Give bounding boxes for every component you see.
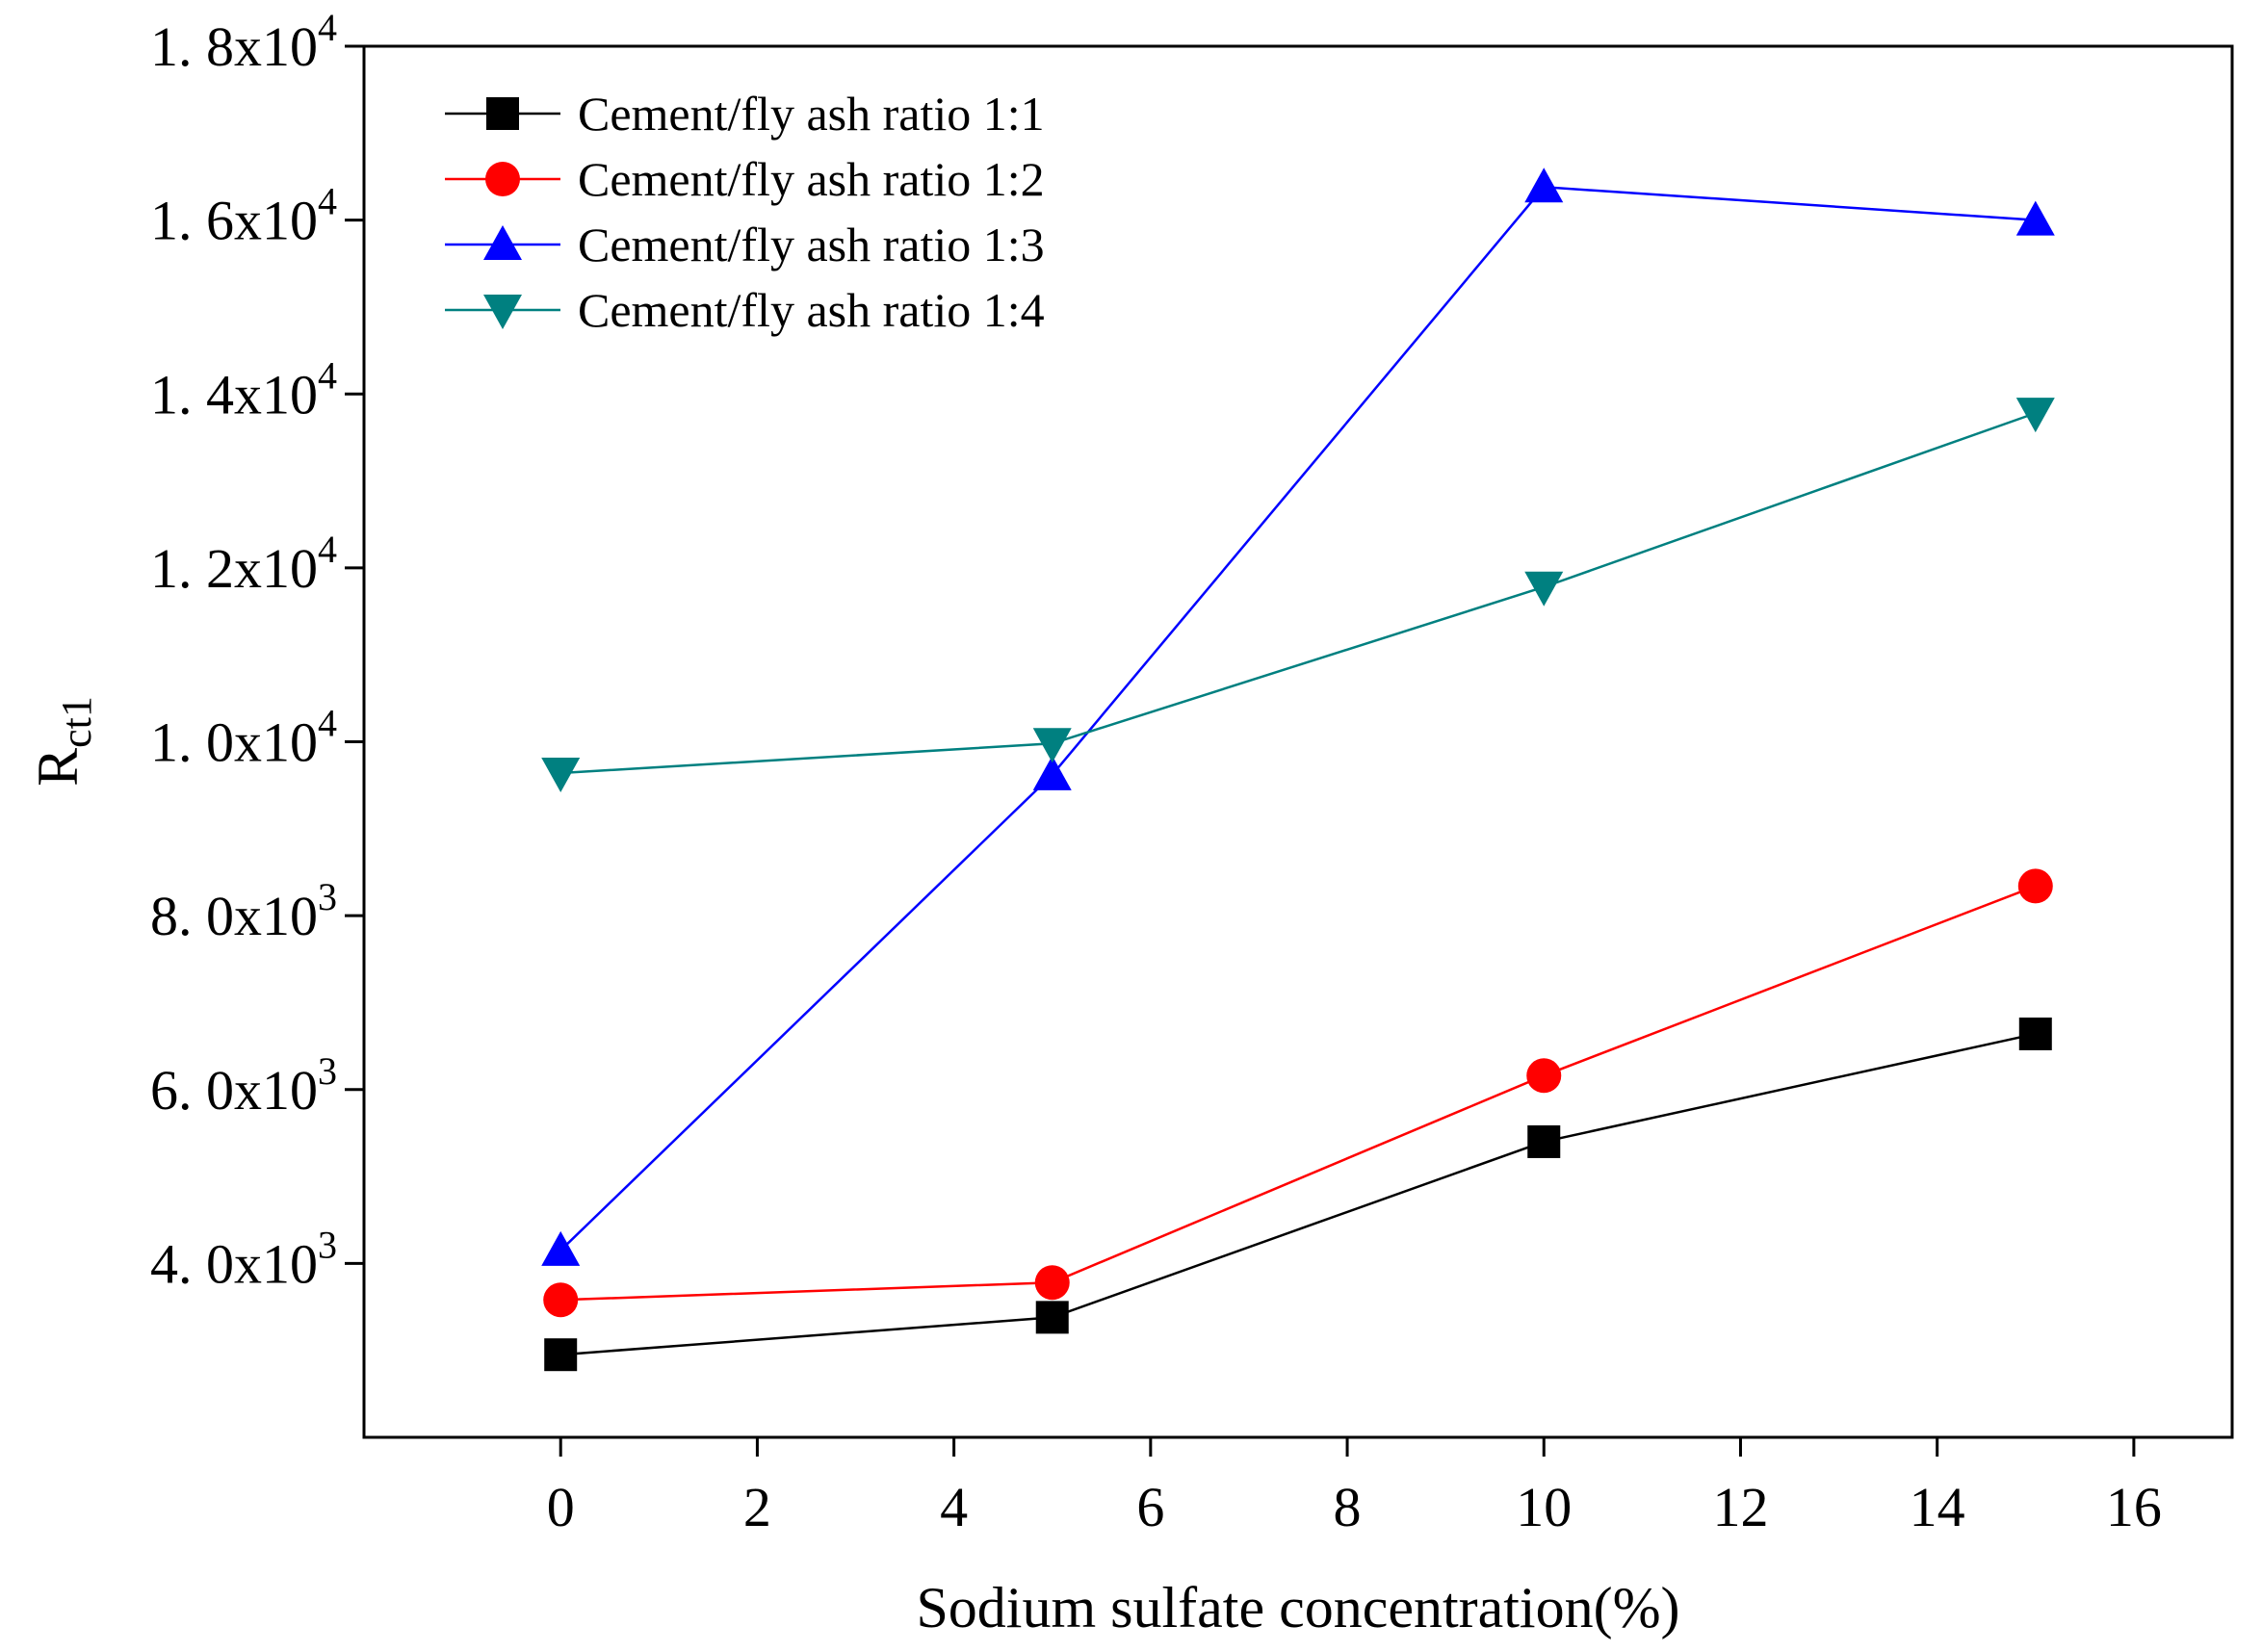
x-tick-label: 16 bbox=[2106, 1476, 2162, 1538]
y-tick-exponent: 4 bbox=[318, 180, 337, 223]
y-tick-label: 1. 8x104 bbox=[150, 6, 337, 78]
y-tick-label: 6. 0x103 bbox=[150, 1049, 337, 1122]
y-tick-exponent: 4 bbox=[318, 528, 337, 571]
y-tick-label: 1. 4x104 bbox=[150, 353, 337, 426]
y-tick-mantissa: 1. 4x10 bbox=[150, 363, 318, 426]
y-tick-label: 1. 2x104 bbox=[150, 528, 337, 600]
series-line bbox=[559, 186, 2036, 1252]
series-1 bbox=[544, 1017, 2052, 1372]
data-point bbox=[1524, 168, 1564, 203]
x-tick-label: 4 bbox=[940, 1476, 968, 1538]
series-3 bbox=[541, 168, 2055, 1266]
y-tick-label: 4. 0x103 bbox=[150, 1223, 337, 1295]
y-axis-title-subscript: ct1 bbox=[53, 696, 100, 748]
y-tick-mantissa: 6. 0x10 bbox=[150, 1059, 318, 1122]
y-tick-label: 8. 0x103 bbox=[150, 875, 337, 947]
y-tick-exponent: 3 bbox=[318, 875, 337, 918]
y-tick-exponent: 3 bbox=[318, 1223, 337, 1266]
legend-item: Cement/fly ash ratio 1:2 bbox=[445, 152, 1045, 206]
legend-item: Cement/fly ash ratio 1:1 bbox=[445, 87, 1045, 141]
legend-marker bbox=[483, 295, 522, 329]
y-tick-mantissa: 1. 2x10 bbox=[150, 537, 318, 600]
data-point bbox=[2018, 1017, 2052, 1050]
legend-label: Cement/fly ash ratio 1:1 bbox=[578, 87, 1045, 141]
y-tick-mantissa: 1. 6x10 bbox=[150, 190, 318, 252]
series-2 bbox=[543, 868, 2053, 1318]
series-layer bbox=[541, 168, 2055, 1372]
x-tick-label: 10 bbox=[1516, 1476, 1572, 1538]
data-point bbox=[1526, 1058, 1562, 1094]
legend-label: Cement/fly ash ratio 1:4 bbox=[578, 283, 1045, 337]
series-line bbox=[560, 1032, 2037, 1356]
x-axis-title: Sodium sulfate concentration(%) bbox=[916, 1576, 1679, 1639]
data-point bbox=[1524, 571, 1564, 607]
data-point bbox=[544, 1338, 578, 1372]
x-tick-label: 2 bbox=[743, 1476, 771, 1538]
data-point bbox=[543, 1282, 579, 1318]
data-point bbox=[1034, 1265, 1070, 1301]
legend-item: Cement/fly ash ratio 1:3 bbox=[445, 218, 1045, 271]
y-tick-mantissa: 8. 0x10 bbox=[150, 885, 318, 947]
x-tick-label: 0 bbox=[547, 1476, 575, 1538]
series-4 bbox=[541, 398, 2055, 793]
legend-label: Cement/fly ash ratio 1:2 bbox=[578, 152, 1045, 206]
legend-marker bbox=[483, 225, 522, 260]
y-tick-mantissa: 1. 0x10 bbox=[150, 711, 318, 774]
y-axis-title-main: R bbox=[26, 748, 90, 787]
data-point bbox=[1032, 728, 1072, 763]
y-tick-label: 1. 6x104 bbox=[150, 180, 337, 252]
data-point bbox=[1035, 1301, 1069, 1334]
legend-marker bbox=[486, 97, 519, 130]
data-point bbox=[2017, 868, 2053, 904]
data-point bbox=[1032, 755, 1072, 790]
y-tick-exponent: 3 bbox=[318, 1049, 337, 1093]
y-tick-exponent: 4 bbox=[318, 702, 337, 745]
x-tick-label: 8 bbox=[1334, 1476, 1362, 1538]
data-point bbox=[2015, 398, 2055, 433]
legend: Cement/fly ash ratio 1:1 Cement/fly ash r… bbox=[445, 87, 1045, 337]
y-axis-title: Rct1 bbox=[26, 696, 100, 787]
data-point bbox=[2015, 200, 2055, 236]
legend-label: Cement/fly ash ratio 1:3 bbox=[578, 218, 1045, 271]
data-point bbox=[541, 758, 581, 793]
x-axis: 0 2 4 6 8 10 12 14 16 bbox=[547, 1437, 2162, 1538]
data-point bbox=[1527, 1124, 1561, 1158]
data-point bbox=[541, 1230, 581, 1266]
y-tick-mantissa: 1. 8x10 bbox=[150, 15, 318, 78]
legend-marker bbox=[485, 162, 520, 196]
y-tick-label: 1. 0x104 bbox=[150, 702, 337, 774]
y-tick-exponent: 4 bbox=[318, 6, 337, 49]
y-tick-exponent: 4 bbox=[318, 353, 337, 397]
legend-item: Cement/fly ash ratio 1:4 bbox=[445, 283, 1045, 337]
x-tick-label: 6 bbox=[1136, 1476, 1164, 1538]
x-tick-label: 14 bbox=[1910, 1476, 1965, 1538]
x-tick-label: 12 bbox=[1712, 1476, 1768, 1538]
y-tick-mantissa: 4. 0x10 bbox=[150, 1232, 318, 1295]
series-line bbox=[560, 411, 2037, 775]
series-line bbox=[560, 885, 2037, 1302]
